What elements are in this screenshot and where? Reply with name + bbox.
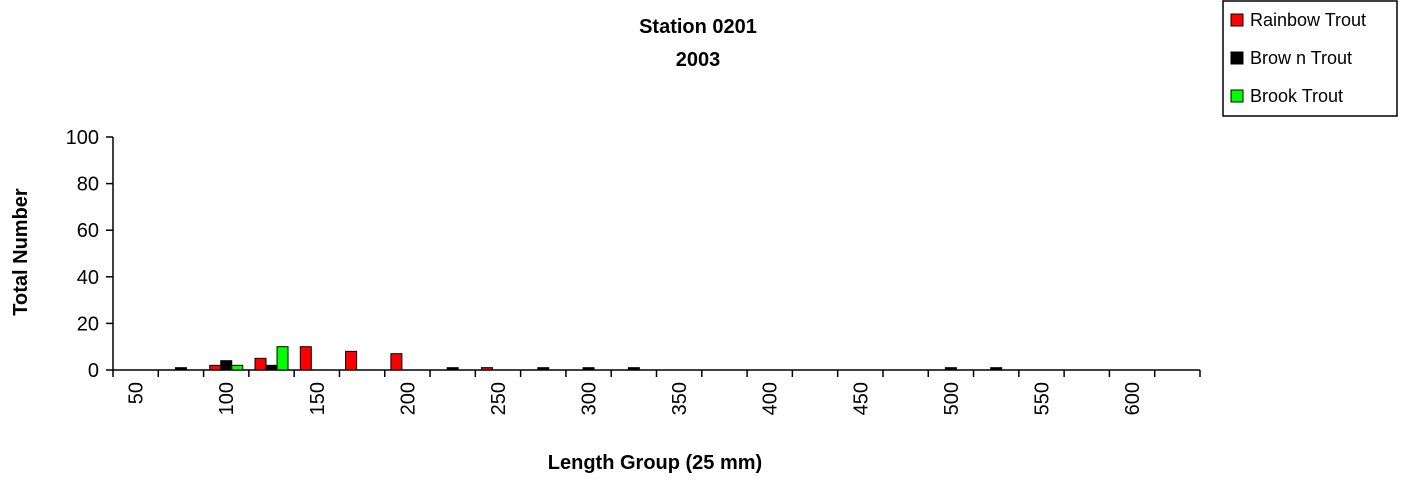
axes: 0 20 40 60 80 100 50 100 150 200 250 300 350 400 450 50… xyxy=(66,127,1201,415)
x-tick-label: 150 xyxy=(307,382,329,415)
chart-title-line1: Station 0201 xyxy=(639,16,757,38)
bar-1-18 xyxy=(944,367,957,371)
y-axis-title: Total Number xyxy=(10,188,32,316)
bar-0-3 xyxy=(254,357,267,371)
y-tick-label: 60 xyxy=(77,220,99,242)
bar-1-9 xyxy=(537,367,550,371)
x-tick-label: 250 xyxy=(488,382,510,415)
bar-1-2 xyxy=(220,360,233,371)
x-tick-label: 450 xyxy=(850,382,872,415)
x-tick-label: 500 xyxy=(941,382,963,415)
bar-0-8 xyxy=(480,367,493,371)
bar-1-1 xyxy=(174,367,187,371)
legend-label-1: Brow n Trout xyxy=(1250,48,1352,68)
bar-0-5 xyxy=(345,350,358,371)
y-tick-label: 80 xyxy=(77,174,99,196)
bar-0-6 xyxy=(390,353,403,371)
bar-1-11 xyxy=(627,367,640,371)
legend-label-2: Brook Trout xyxy=(1250,86,1343,106)
y-tick-label: 40 xyxy=(77,267,99,289)
legend-box xyxy=(1222,0,1398,117)
x-tick-label: 50 xyxy=(126,382,148,404)
bar-2-3 xyxy=(276,346,289,371)
x-axis-title: Length Group (25 mm) xyxy=(548,452,762,474)
bar-1-3 xyxy=(265,364,278,371)
legend-label-0: Rainbow Trout xyxy=(1250,10,1366,30)
y-tick-label: 0 xyxy=(88,360,99,382)
bar-0-4 xyxy=(299,346,312,371)
bar-2-2 xyxy=(231,364,244,371)
bar-1-19 xyxy=(990,367,1003,371)
chart-title-line2: 2003 xyxy=(676,49,721,71)
bar-0-2 xyxy=(209,364,222,371)
bar-1-7 xyxy=(446,367,459,371)
bar-1-10 xyxy=(582,367,595,371)
y-tick-label: 20 xyxy=(77,313,99,335)
x-tick-label: 100 xyxy=(216,382,238,415)
x-tick-label: 200 xyxy=(397,382,419,415)
x-tick-label: 350 xyxy=(669,382,691,415)
y-tick-label: 100 xyxy=(66,127,99,149)
legend: Rainbow Trout Brow n Trout Brook Trout xyxy=(1222,0,1398,117)
legend-swatch-0 xyxy=(1230,13,1244,27)
x-tick-label: 300 xyxy=(579,382,601,415)
x-tick-label: 400 xyxy=(760,382,782,415)
x-tick-label: 600 xyxy=(1122,382,1144,415)
legend-swatch-1 xyxy=(1230,51,1244,65)
bars xyxy=(174,346,1003,371)
legend-swatch-2 xyxy=(1230,89,1244,103)
x-tick-label: 550 xyxy=(1031,382,1053,415)
